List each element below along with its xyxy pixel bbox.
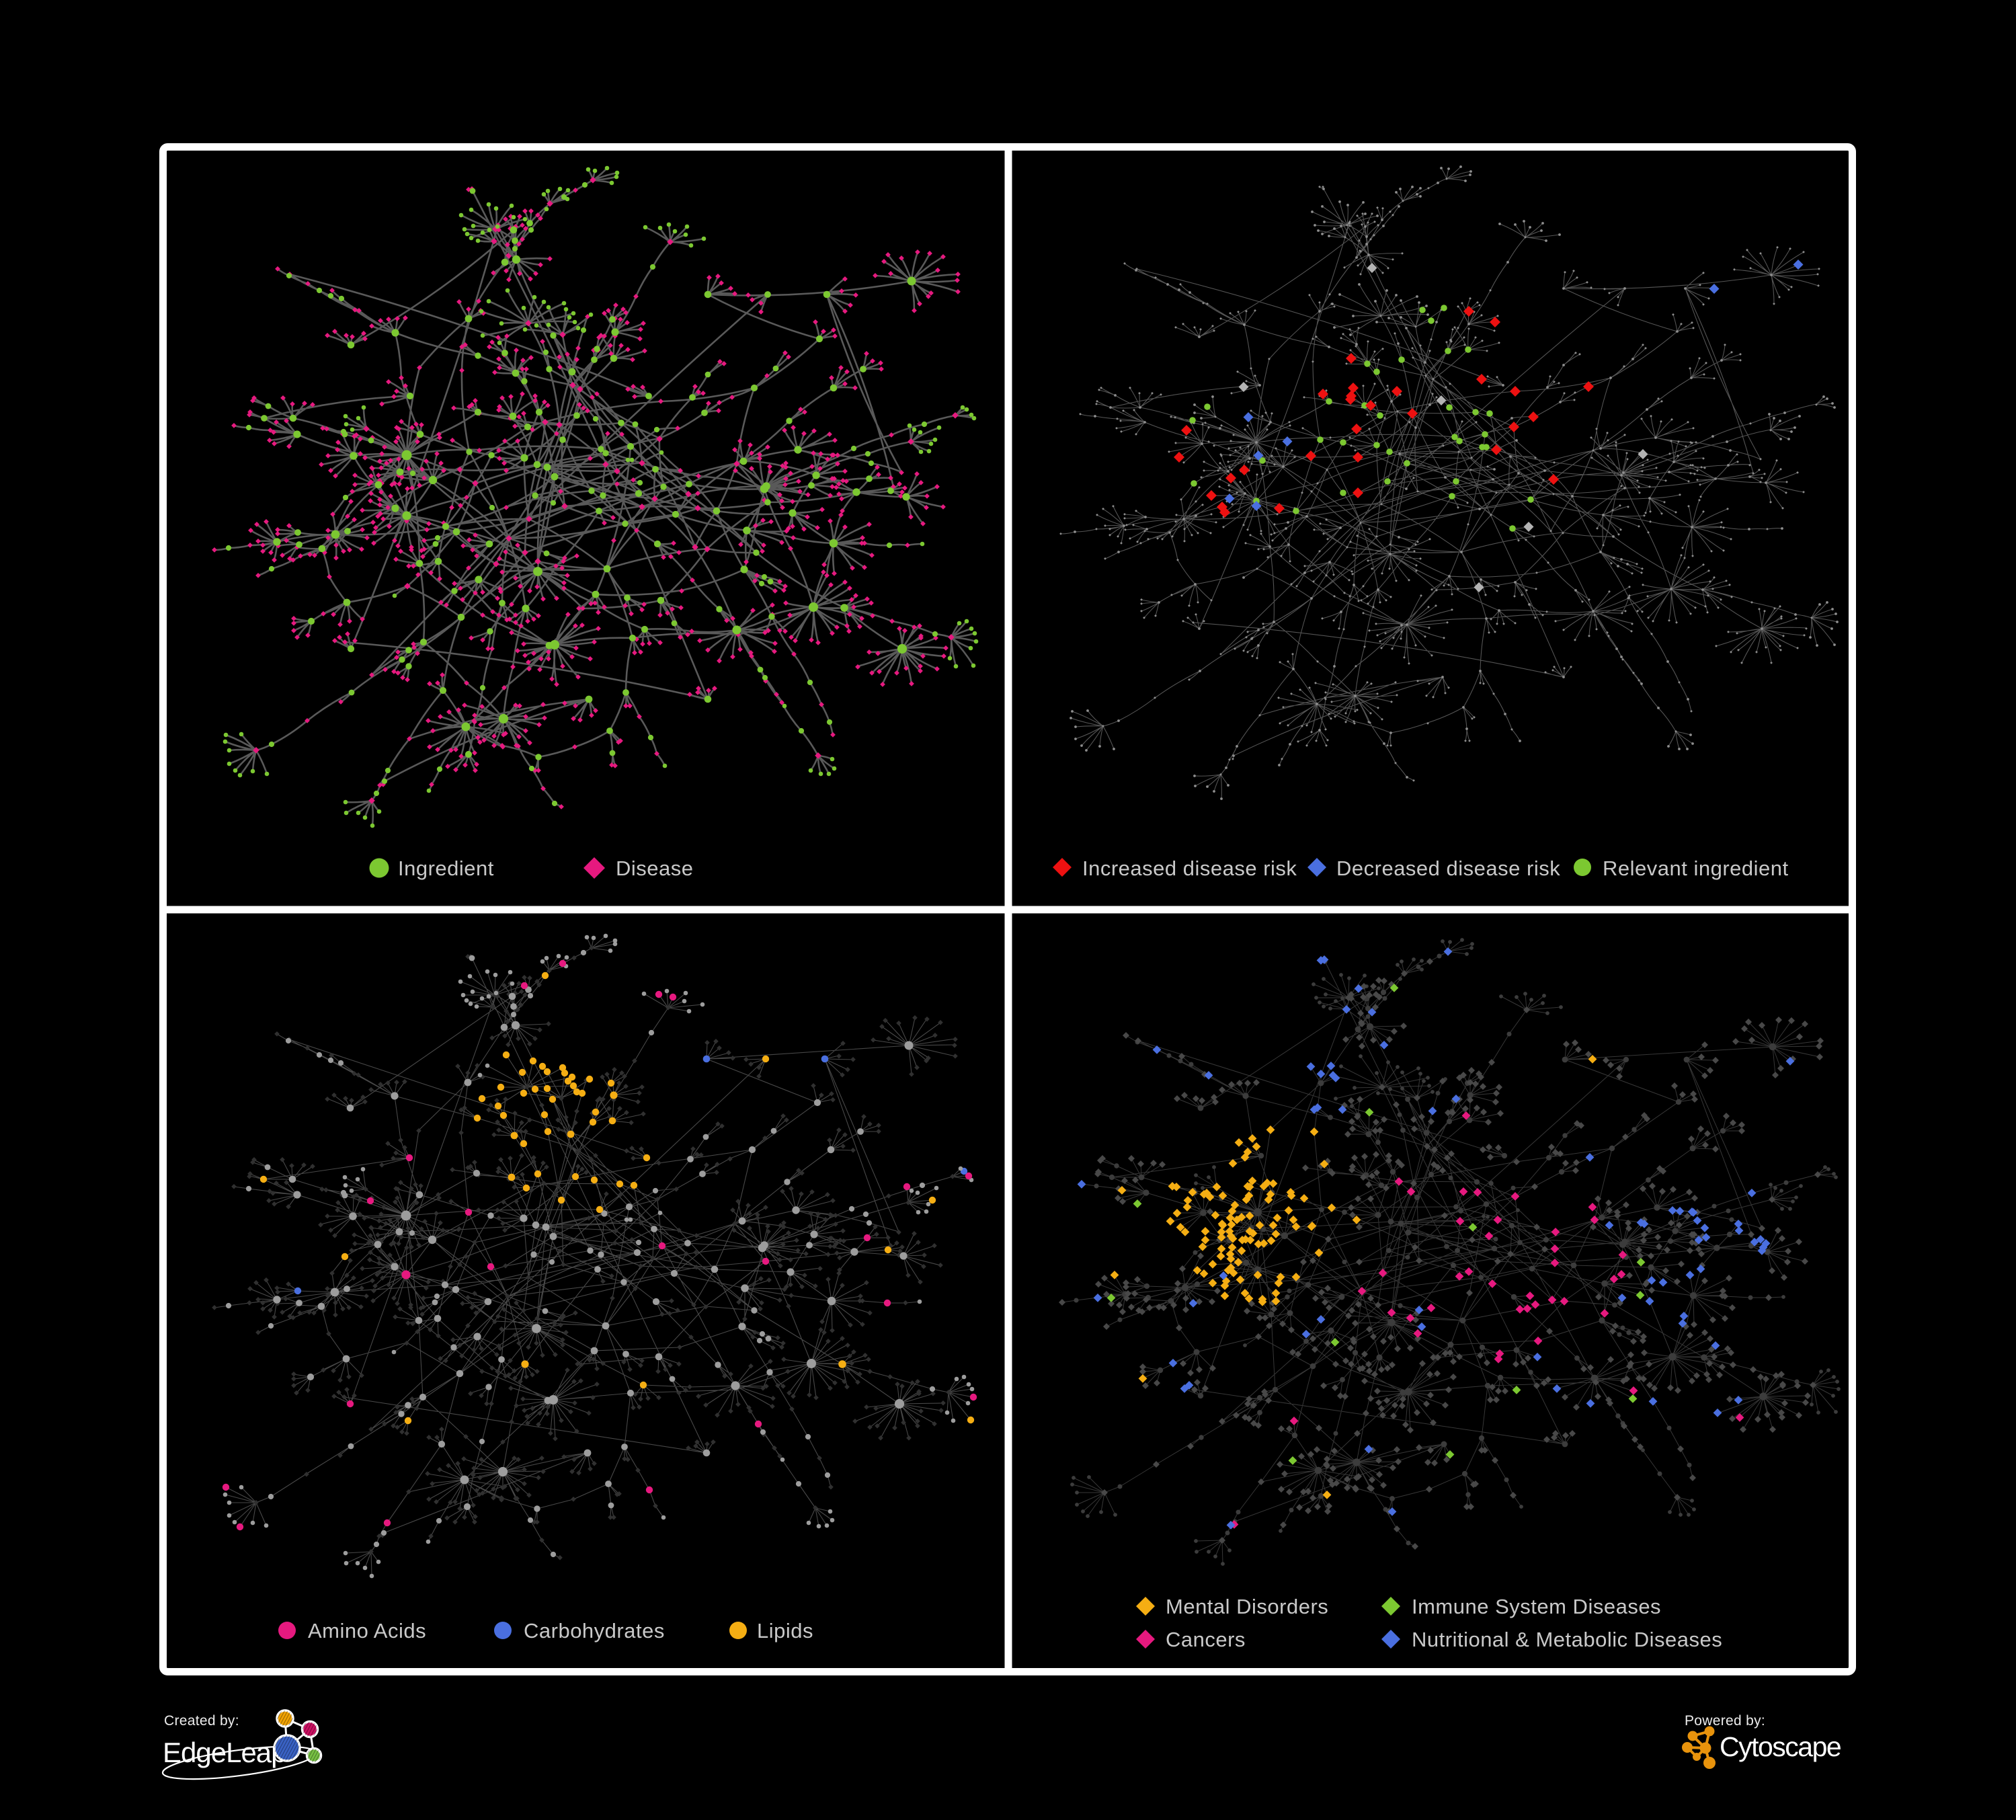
svg-text:Decreased disease risk: Decreased disease risk [1336,857,1560,880]
svg-text:Amino Acids: Amino Acids [308,1619,426,1643]
svg-text:Lipids: Lipids [757,1619,813,1643]
svg-text:Carbohydrates: Carbohydrates [524,1619,665,1643]
svg-text:Immune System Diseases: Immune System Diseases [1412,1595,1661,1618]
svg-text:Disease: Disease [616,857,694,880]
svg-text:Mental Disorders: Mental Disorders [1166,1595,1328,1618]
svg-text:Cytoscape: Cytoscape [1720,1731,1841,1762]
svg-text:Created by:: Created by: [164,1713,239,1729]
svg-text:Ingredient: Ingredient [398,857,494,880]
svg-text:Relevant ingredient: Relevant ingredient [1603,857,1789,880]
svg-text:Nutritional & Metabolic Diseas: Nutritional & Metabolic Diseases [1412,1628,1722,1651]
svg-text:Powered by:: Powered by: [1685,1713,1765,1729]
svg-text:Cancers: Cancers [1166,1628,1246,1651]
svg-text:Increased disease risk: Increased disease risk [1082,857,1297,880]
